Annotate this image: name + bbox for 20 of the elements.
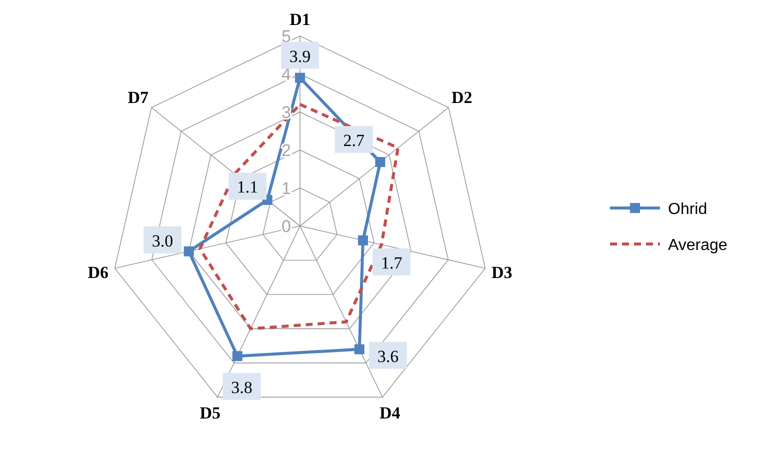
spoke-label: D2 — [452, 88, 472, 107]
data-label: 3.0 — [152, 231, 174, 250]
y-tick-label: 1 — [282, 179, 291, 198]
legend-label: Ohrid — [668, 201, 708, 218]
y-tick-label: 2 — [282, 141, 291, 160]
data-label: 2.7 — [343, 131, 365, 150]
spoke-label: D4 — [379, 404, 401, 423]
data-label: 3.9 — [289, 46, 311, 66]
y-tick-label: 4 — [282, 65, 291, 84]
spoke-label: D3 — [492, 263, 512, 282]
data-label: 1.7 — [380, 253, 403, 272]
data-label: 1.1 — [236, 178, 258, 197]
spoke-label: D7 — [128, 88, 149, 107]
spoke-label: D5 — [200, 404, 221, 423]
data-label: 3.6 — [377, 346, 399, 366]
legend-label: Average — [668, 237, 728, 254]
data-label: 3.8 — [231, 378, 252, 397]
spoke-label: D6 — [88, 263, 108, 282]
y-tick-label: 5 — [282, 27, 291, 46]
spoke-label: D1 — [290, 10, 310, 29]
